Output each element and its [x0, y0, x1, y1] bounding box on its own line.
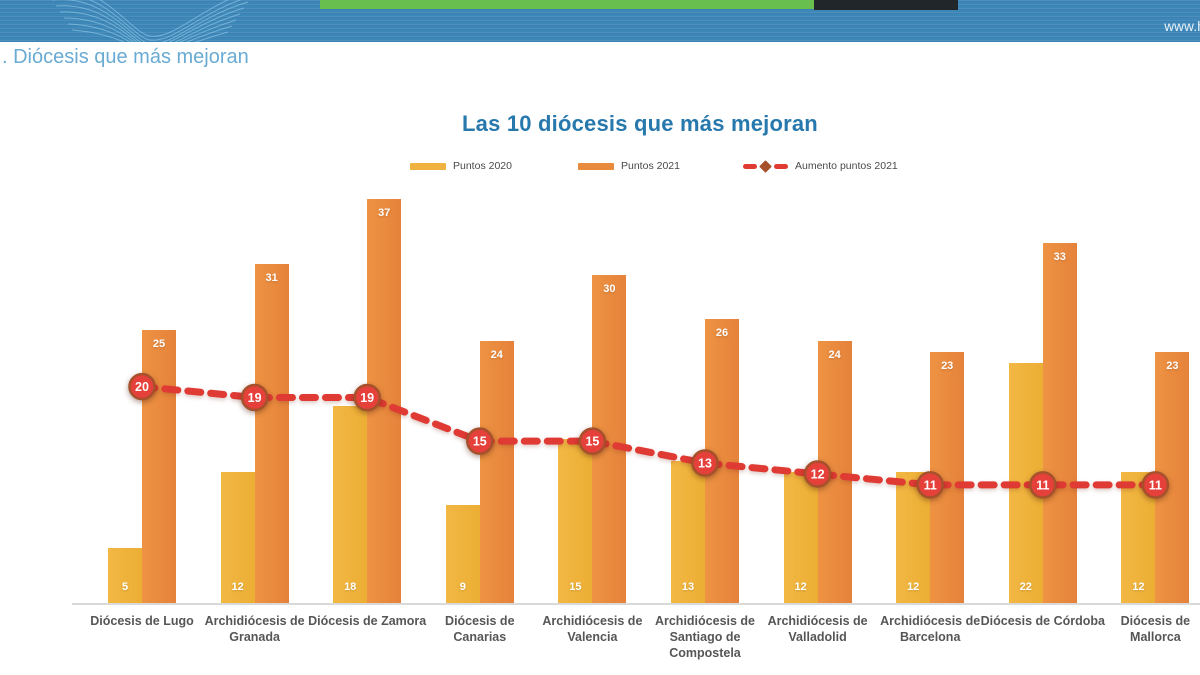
chart-plot: 5 25 12 31 18 37 9 24 15 30 13 26 12 24 12 23 22 33 12 23 20… — [72, 190, 1200, 605]
legend-label-aumento: Aumento puntos 2021 — [795, 160, 898, 172]
page-heading: . Diócesis que más mejoran — [2, 46, 249, 68]
chart-x-axis-labels: Diócesis de Lugo Archidiócesis de Granada… — [72, 613, 1200, 669]
legend-dash-icon — [774, 163, 788, 169]
legend-label-2021: Puntos 2021 — [621, 160, 680, 172]
bar-value-label: 5 — [121, 581, 129, 593]
aumento-dashed-line — [138, 383, 1159, 489]
bar-value-label: 12 — [907, 581, 920, 593]
x-axis-label: Archidiócesis de Granada — [204, 614, 305, 644]
bar — [254, 264, 289, 603]
top-green-bar — [320, 0, 814, 9]
bar — [1042, 242, 1077, 603]
site-url-link[interactable]: www.h — [1164, 19, 1200, 34]
bar-value-label: 37 — [378, 206, 391, 219]
x-axis-label: Diócesis de Lugo — [90, 614, 194, 628]
bar-value-label: 22 — [1019, 581, 1032, 593]
bar — [705, 319, 739, 603]
app-header: www.h — [0, 0, 1200, 42]
chart-title: Las 10 diócesis que más mejoran — [462, 111, 818, 136]
bar-value-label: 24 — [828, 348, 841, 361]
bar-value-label: 26 — [715, 327, 729, 340]
bar — [445, 504, 480, 603]
bar-value-label: 18 — [344, 581, 357, 593]
x-axis-label: Diócesis de Mallorca — [1120, 614, 1191, 644]
bar — [220, 471, 255, 603]
legend-swatch-2021 — [578, 162, 614, 170]
x-axis-label: Diócesis de Córdoba — [980, 614, 1105, 628]
legend-diamond-icon — [759, 159, 772, 173]
bar-value-label: 12 — [1132, 581, 1145, 593]
bar-value-label: 33 — [1053, 250, 1066, 263]
x-axis-label: Archidiócesis de Santiago de Compostela — [654, 614, 756, 660]
legend-item-puntos-2021: Puntos 2021 — [578, 158, 680, 174]
wave-logo-icon — [52, 0, 249, 42]
bar — [479, 340, 514, 603]
bar-value-label: 30 — [603, 283, 616, 296]
bar — [558, 439, 593, 603]
bar-value-label: 15 — [569, 581, 582, 593]
bar — [783, 471, 818, 603]
chart-legend: Puntos 2020 Puntos 2021 Aumento puntos 2… — [0, 158, 1200, 174]
top-dark-bar — [814, 0, 958, 10]
bar — [142, 329, 176, 603]
bar — [817, 340, 852, 603]
legend-item-aumento: Aumento puntos 2021 — [743, 158, 898, 174]
bar-value-label: 9 — [459, 581, 466, 593]
bar — [367, 198, 402, 603]
bar-value-label: 25 — [152, 337, 166, 350]
legend-swatch-aumento — [743, 159, 788, 173]
bar-value-label: 13 — [681, 581, 695, 593]
legend-label-2020: Puntos 2020 — [453, 160, 512, 172]
x-axis-label: Archidiócesis de Valladolid — [767, 614, 868, 644]
x-axis-label: Archidiócesis de Valencia — [542, 614, 643, 644]
bar-value-label: 12 — [794, 581, 807, 593]
x-axis-label: Archidiócesis de Barcelona — [880, 614, 981, 644]
legend-item-puntos-2020: Puntos 2020 — [410, 158, 512, 174]
x-axis-label: Diócesis de Zamora — [308, 614, 427, 628]
legend-swatch-2020 — [410, 162, 446, 170]
bar-value-label: 31 — [265, 272, 278, 285]
bar — [108, 548, 142, 603]
legend-dash-icon — [743, 163, 757, 169]
bar — [592, 275, 627, 603]
bar — [333, 406, 368, 603]
bar — [930, 351, 965, 603]
bar-value-label: 12 — [231, 581, 244, 593]
bar-value-label: 23 — [941, 359, 954, 372]
bar-value-label: 24 — [490, 348, 503, 361]
bar-value-label: 23 — [1166, 359, 1179, 372]
x-axis-label: Diócesis de Canarias — [445, 614, 515, 644]
bar — [1008, 362, 1043, 603]
bar — [1155, 351, 1190, 603]
